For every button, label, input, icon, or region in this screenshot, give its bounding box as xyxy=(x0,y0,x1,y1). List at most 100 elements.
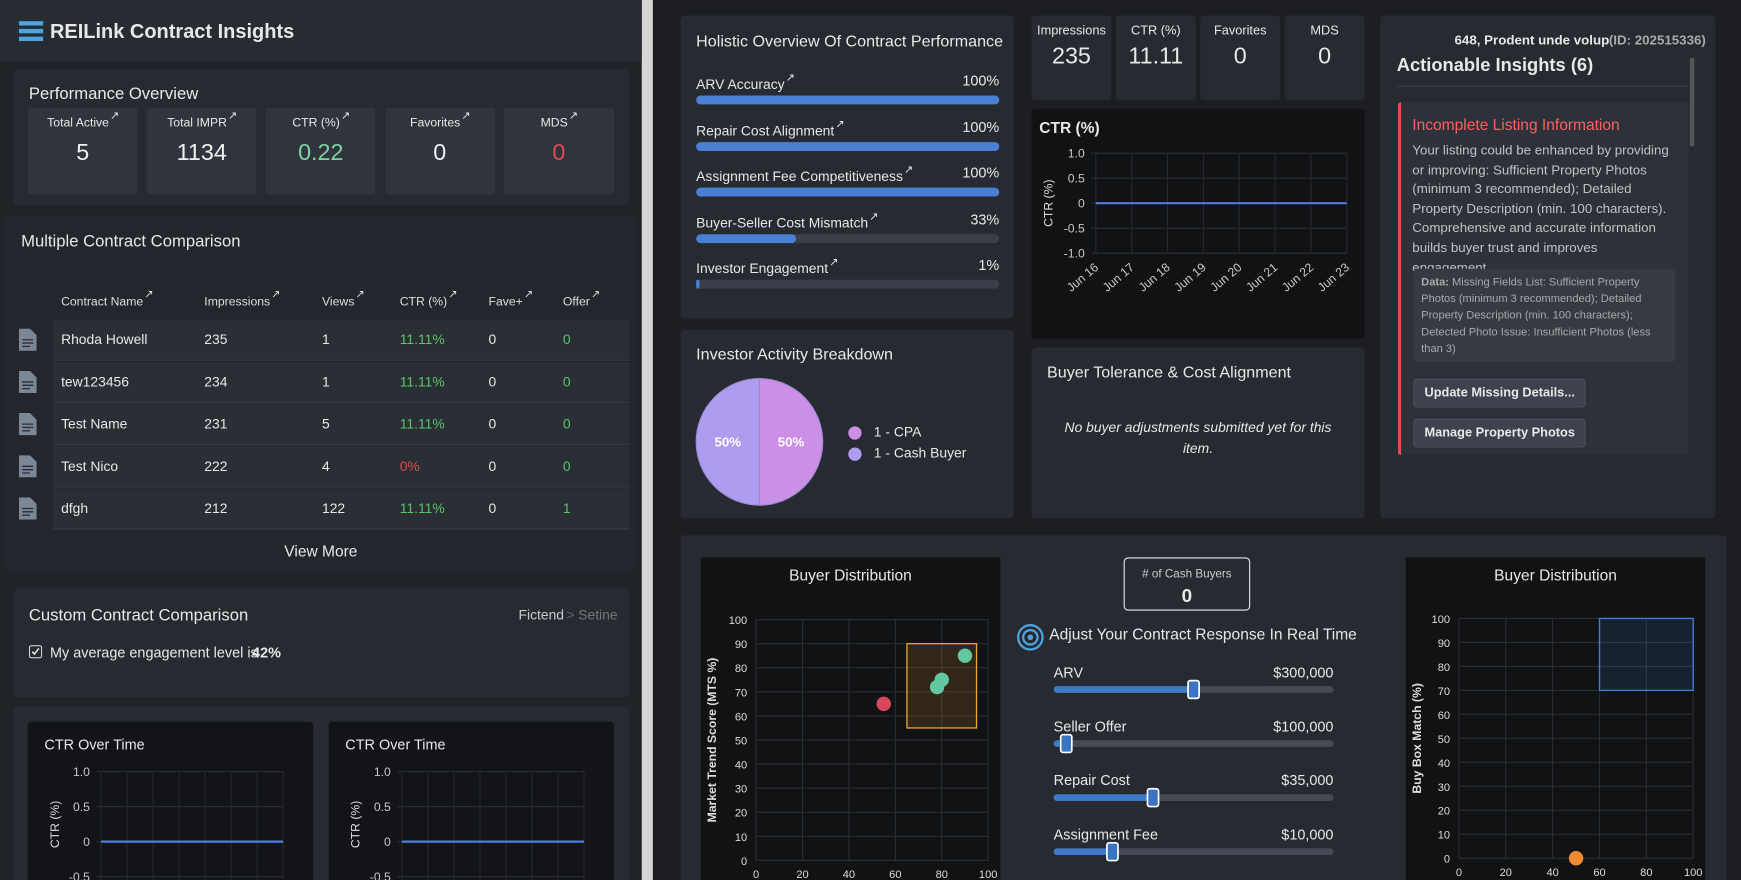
stat-label: Total Active xyxy=(28,117,138,130)
doc-icon-shape xyxy=(18,370,37,394)
stat-label: Favorites xyxy=(385,117,495,130)
doc-icon xyxy=(18,370,37,394)
table-cell: 0 xyxy=(488,458,497,475)
table-cell: 11.11% xyxy=(399,374,445,390)
slider-label: Assignment Fee xyxy=(1053,826,1158,843)
stat-label: Favorites xyxy=(1213,24,1267,38)
metric-value: 33% xyxy=(970,210,1000,228)
table-cell: tew123456 xyxy=(61,374,129,390)
doc-icon-shape xyxy=(18,328,37,351)
doc-icon xyxy=(18,413,37,436)
table-cell: 0% xyxy=(399,458,420,475)
column-header[interactable]: Contract Name xyxy=(61,295,152,308)
table-cell: 0 xyxy=(562,416,571,432)
header-bar xyxy=(0,0,642,62)
chart-bg xyxy=(1031,108,1365,339)
metric-bar xyxy=(696,233,797,243)
engagement-value: 42% xyxy=(252,643,281,661)
stat-value: 0 xyxy=(1318,43,1332,69)
tolerance-card xyxy=(1031,347,1365,519)
table-cell: 4 xyxy=(321,458,330,475)
table-row xyxy=(53,319,630,361)
table-cell: 11.11% xyxy=(399,416,445,432)
divider xyxy=(641,0,653,880)
table-cell: 0 xyxy=(562,331,571,348)
slider-label: Repair Cost xyxy=(1053,772,1130,789)
stat-card xyxy=(1200,15,1281,100)
column-header[interactable]: CTR (%) xyxy=(400,295,457,308)
slider-value: $100,000 xyxy=(1273,718,1334,735)
table-cell: 11.11% xyxy=(399,331,445,348)
column-header[interactable]: Views xyxy=(322,295,364,308)
table-cell: 1 xyxy=(321,374,330,390)
stat-value: 0 xyxy=(1233,43,1247,69)
stat-label: MDS xyxy=(504,117,614,130)
table-cell: 0 xyxy=(488,331,497,348)
metric-label: Investor Engagement xyxy=(696,261,837,277)
custom-section xyxy=(13,588,630,698)
menu-icon xyxy=(18,21,44,42)
cash-buyers-value: 0 xyxy=(1181,585,1193,607)
action-button[interactable]: Manage Property Photos xyxy=(1413,418,1587,448)
table-cell: 235 xyxy=(204,331,228,348)
slider-label: ARV xyxy=(1053,663,1084,681)
card-title: Holistic Overview Of Contract Performanc… xyxy=(696,33,1004,52)
table-cell: 11.11% xyxy=(399,500,445,517)
metric-value: 100% xyxy=(962,164,1000,181)
stat-value: 235 xyxy=(1051,43,1091,69)
cash-buyers-label: # of Cash Buyers xyxy=(1142,567,1232,581)
stat-value: 0.22 xyxy=(298,139,344,166)
card-title: Investor Activity Breakdown xyxy=(696,346,894,365)
legend-label[interactable]: 1 - Cash Buyer xyxy=(873,445,967,461)
slider-label: Seller Offer xyxy=(1053,718,1127,735)
title-rule xyxy=(1396,85,1688,87)
breadcrumb-item[interactable]: Fictend xyxy=(518,607,565,623)
section-title: Multiple Contract Comparison xyxy=(21,232,241,251)
chart-title: CTR Over Time xyxy=(345,736,446,753)
metric-label: ARV Accuracy xyxy=(696,77,794,93)
stat-card xyxy=(1284,15,1365,100)
metric-label: Repair Cost Alignment xyxy=(696,123,843,139)
stat-value: 5 xyxy=(76,139,90,166)
doc-icon-shape xyxy=(18,455,37,478)
table-cell: 212 xyxy=(204,500,228,517)
section-title: Performance Overview xyxy=(28,84,199,104)
table-cell: 0 xyxy=(488,374,497,390)
chart-bg xyxy=(27,721,314,880)
table-cell: 5 xyxy=(321,416,330,432)
legend-label[interactable]: 1 - CPA xyxy=(873,424,922,440)
chart-title: Buyer Distribution xyxy=(1494,566,1617,585)
view-more[interactable]: View More xyxy=(284,541,358,560)
data-detail: Missing Fields List: Sufficient Property… xyxy=(1421,276,1651,356)
slider-value: $300,000 xyxy=(1273,663,1334,681)
chart-bg xyxy=(328,721,614,880)
metric-label: Assignment Fee Competitiveness xyxy=(696,169,912,185)
metric-track xyxy=(696,279,1000,289)
table-cell: 0 xyxy=(488,416,497,432)
data-box xyxy=(1413,268,1676,362)
breadcrumb-item[interactable]: Setine xyxy=(566,607,617,623)
table-row xyxy=(53,488,630,530)
table-row xyxy=(53,404,630,446)
section-title: Custom Contract Comparison xyxy=(28,606,249,626)
metric-track xyxy=(696,233,1000,243)
stat-card xyxy=(1115,15,1196,100)
checkbox[interactable] xyxy=(28,645,43,659)
column-header[interactable]: Impressions xyxy=(204,295,279,308)
stat-card xyxy=(1031,15,1112,100)
scrollbar[interactable] xyxy=(1689,57,1695,147)
column-header[interactable]: Fave+ xyxy=(489,295,533,308)
stat-label: Impressions xyxy=(1037,24,1106,38)
slider-value: $35,000 xyxy=(1281,772,1334,789)
stat-value: 11.11 xyxy=(1128,43,1184,69)
doc-icon-shape xyxy=(18,497,37,520)
table-cell: 222 xyxy=(204,458,228,475)
table-cell: Rhoda Howell xyxy=(61,331,148,348)
metric-bar xyxy=(696,187,1000,197)
stat-label: Total IMPR xyxy=(147,117,257,130)
stat-label: CTR (%) xyxy=(266,117,376,130)
column-header[interactable]: Offer xyxy=(563,295,599,308)
action-button[interactable]: Update Missing Details... xyxy=(1413,378,1587,408)
